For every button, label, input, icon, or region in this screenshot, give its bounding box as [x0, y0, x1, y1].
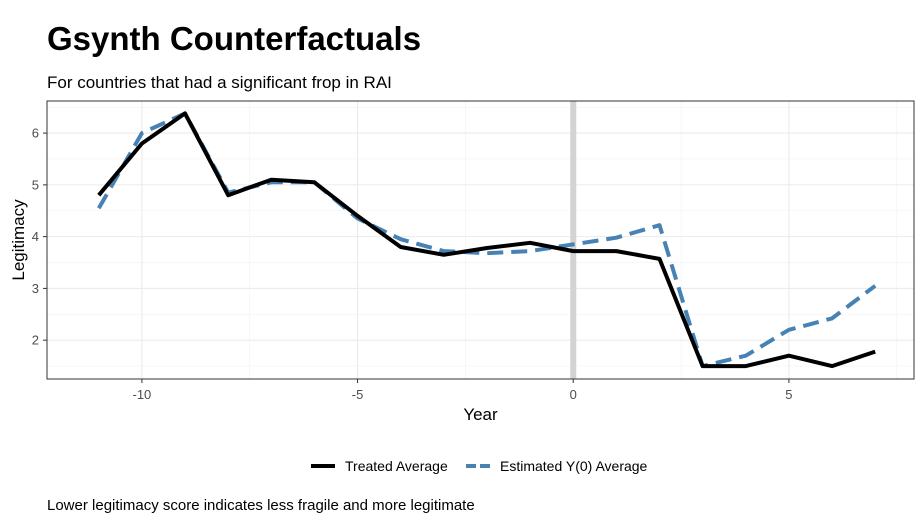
x-tick-label: 0 [570, 387, 577, 402]
chart-caption: Lower legitimacy score indicates less fr… [47, 497, 475, 514]
y-axis-title: Legitimacy [9, 199, 28, 281]
series-line-estimated-y0-average [97, 111, 877, 369]
legend: Treated Average Estimated Y(0) Average [311, 458, 648, 474]
ticks: -10 -5 0 5 2 3 4 5 6 [32, 126, 793, 402]
chart-subtitle: For countries that had a significant fro… [47, 73, 392, 92]
grid [47, 101, 914, 379]
legend-label: Estimated Y(0) Average [500, 458, 648, 474]
x-tick-label: -10 [132, 387, 151, 402]
series-line-treated-average [97, 111, 876, 369]
x-tick-label: -5 [352, 387, 364, 402]
y-tick-label: 6 [32, 126, 39, 141]
legend-label: Treated Average [345, 458, 448, 474]
x-axis-title: Year [463, 405, 498, 424]
y-tick-label: 5 [32, 177, 39, 192]
series-layer [97, 111, 877, 369]
y-tick-label: 4 [32, 229, 39, 244]
y-tick-label: 2 [32, 333, 39, 348]
treatment-start-line [570, 101, 577, 379]
x-tick-label: 5 [785, 387, 792, 402]
y-tick-label: 3 [32, 281, 39, 296]
plot-panel-border [46, 100, 915, 380]
chart-title: Gsynth Counterfactuals [47, 20, 422, 57]
